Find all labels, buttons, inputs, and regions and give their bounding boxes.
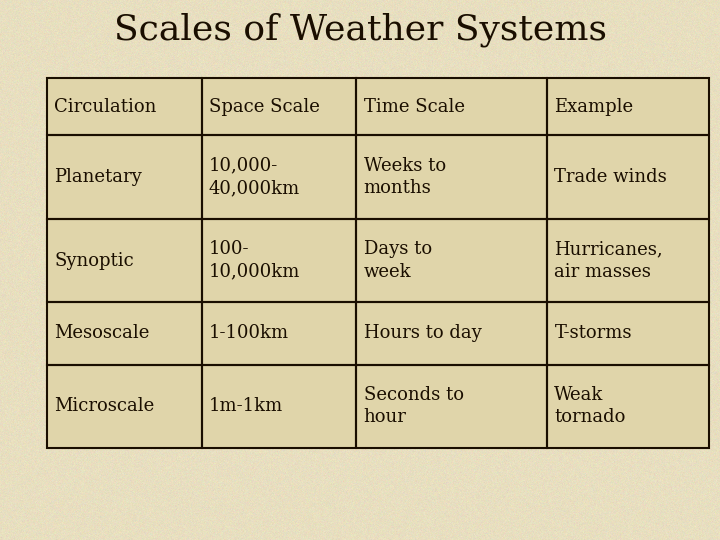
Bar — [47, 135, 202, 219]
Bar — [47, 78, 709, 448]
Text: Microscale: Microscale — [54, 397, 154, 415]
Text: 1m-1km: 1m-1km — [209, 397, 283, 415]
Text: Example: Example — [554, 98, 634, 116]
Text: T-storms: T-storms — [554, 325, 632, 342]
Bar — [547, 78, 709, 135]
Text: Weeks to
months: Weeks to months — [364, 157, 446, 197]
Text: 100-
10,000km: 100- 10,000km — [209, 240, 300, 281]
Text: Mesoscale: Mesoscale — [54, 325, 149, 342]
Bar — [47, 219, 202, 302]
Text: Space Scale: Space Scale — [209, 98, 320, 116]
Bar — [47, 302, 202, 364]
Text: Hurricanes,
air masses: Hurricanes, air masses — [554, 240, 663, 281]
Bar — [202, 219, 356, 302]
Bar — [547, 135, 709, 219]
Text: Hours to day: Hours to day — [364, 325, 482, 342]
Text: Circulation: Circulation — [54, 98, 156, 116]
Bar — [356, 302, 547, 364]
Bar — [356, 135, 547, 219]
Bar — [47, 364, 202, 448]
Text: Days to
week: Days to week — [364, 240, 432, 281]
Bar — [202, 78, 356, 135]
Bar — [356, 364, 547, 448]
Text: Synoptic: Synoptic — [54, 252, 134, 269]
Text: 10,000-
40,000km: 10,000- 40,000km — [209, 157, 300, 197]
Text: Weak
tornado: Weak tornado — [554, 386, 626, 427]
Bar — [547, 364, 709, 448]
Text: 1-100km: 1-100km — [209, 325, 289, 342]
Bar — [202, 302, 356, 364]
Bar — [202, 135, 356, 219]
Bar — [47, 78, 202, 135]
Text: Scales of Weather Systems: Scales of Weather Systems — [114, 12, 606, 47]
Bar — [356, 78, 547, 135]
Bar — [547, 219, 709, 302]
Text: Trade winds: Trade winds — [554, 168, 667, 186]
Bar — [547, 302, 709, 364]
Text: Seconds to
hour: Seconds to hour — [364, 386, 464, 427]
Text: Time Scale: Time Scale — [364, 98, 464, 116]
Bar — [202, 364, 356, 448]
Bar — [356, 219, 547, 302]
Text: Planetary: Planetary — [54, 168, 142, 186]
